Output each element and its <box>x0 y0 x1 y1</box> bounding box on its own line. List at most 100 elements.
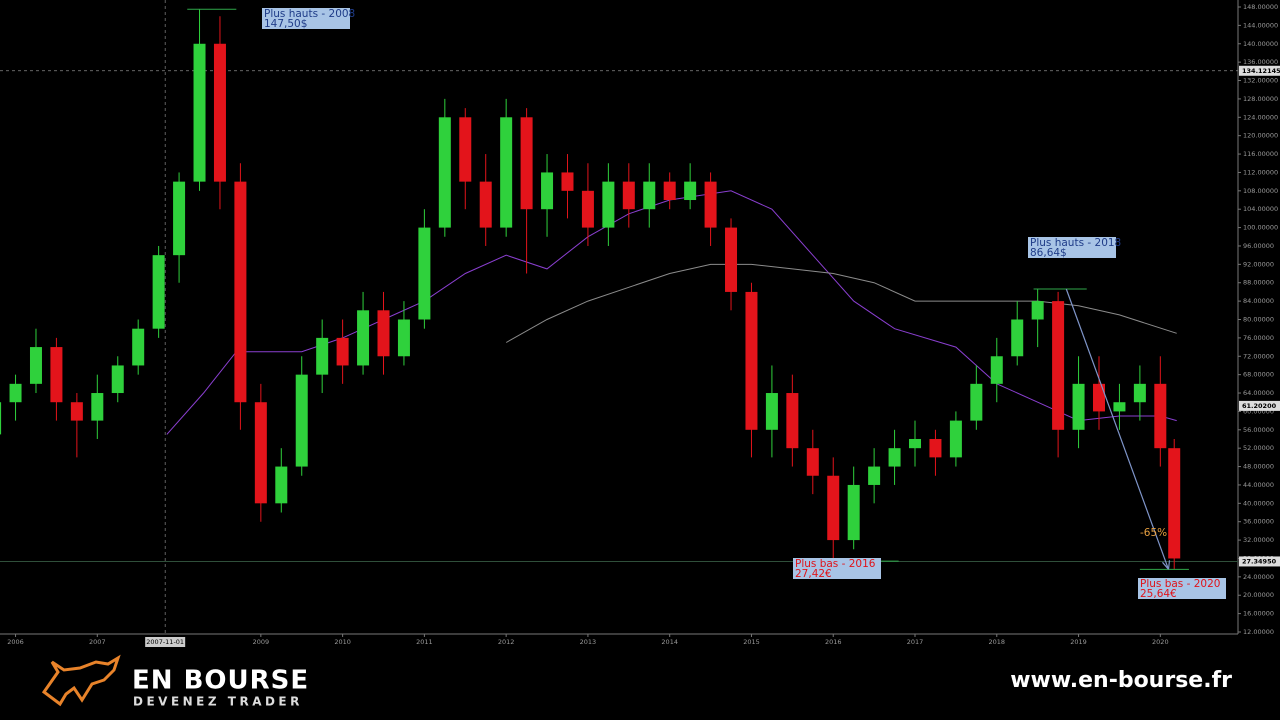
candle-body <box>1133 383 1146 403</box>
y-tick-label: 84.00000 <box>1243 297 1274 305</box>
x-tick-label: 2011 <box>416 638 433 646</box>
y-tick-label: 56.00000 <box>1243 426 1274 434</box>
y-tick-label: 24.00000 <box>1243 573 1274 581</box>
candle-body <box>316 337 329 375</box>
annotation-price: 25,64€ <box>1140 588 1177 600</box>
candle-body <box>520 117 533 210</box>
moving-average <box>505 263 1177 343</box>
tagline: DEVENEZ TRADER <box>133 695 303 709</box>
candle-body <box>397 319 410 357</box>
candle-body <box>929 438 942 458</box>
x-tick-label: 2014 <box>661 638 678 646</box>
price-label: 134.12145 <box>1242 67 1280 75</box>
candle-body <box>643 181 656 210</box>
arrow-head <box>1162 560 1171 570</box>
y-tick-label: 136.00000 <box>1243 58 1278 66</box>
candle-body <box>602 181 615 228</box>
y-tick-label: 32.00000 <box>1243 536 1274 544</box>
candle-body <box>459 117 472 182</box>
bull-icon <box>41 654 121 707</box>
decline-arrow <box>1065 288 1170 570</box>
candle-body <box>1011 319 1024 357</box>
candle-body <box>152 255 165 329</box>
x-tick-label: 2013 <box>580 638 597 646</box>
y-tick-label: 144.00000 <box>1243 21 1278 29</box>
candle-body <box>234 181 247 403</box>
candle-body <box>1072 383 1085 430</box>
y-tick-label: 52.00000 <box>1243 444 1274 452</box>
y-tick-label: 36.00000 <box>1243 518 1274 526</box>
candle-body <box>295 374 308 467</box>
x-tick-label: 2020 <box>1152 638 1169 646</box>
change-label: -65% <box>1140 527 1167 539</box>
candle-body <box>357 310 370 366</box>
x-tick-label: 2009 <box>253 638 270 646</box>
candle-body <box>0 402 2 435</box>
annotation-box <box>1028 237 1116 258</box>
y-tick-label: 72.00000 <box>1243 352 1274 360</box>
website: www.en-bourse.fr <box>1010 668 1232 693</box>
y-tick-label: 40.00000 <box>1243 499 1274 507</box>
annotation-title: Plus hauts - 2018 <box>1030 237 1121 249</box>
candle-body <box>132 328 145 366</box>
candle-body <box>50 347 63 403</box>
x-tick-label: 2018 <box>989 638 1006 646</box>
y-tick-label: 20.00000 <box>1243 591 1274 599</box>
candle-body <box>581 190 594 228</box>
y-tick-label: 100.00000 <box>1243 224 1278 232</box>
annotation-price: 147,50$ <box>264 18 307 30</box>
candle-body <box>888 448 901 467</box>
candle-body <box>111 365 124 394</box>
y-tick-label: 140.00000 <box>1243 40 1278 48</box>
y-tick-label: 44.00000 <box>1243 481 1274 489</box>
x-tick-label: 2016 <box>825 638 842 646</box>
candle-body <box>786 393 799 449</box>
candle-body <box>847 484 860 541</box>
candle-body <box>990 356 1003 384</box>
candle-body <box>500 117 513 228</box>
y-tick-label: 48.00000 <box>1243 463 1274 471</box>
candle-body <box>561 172 574 191</box>
price-label-bg <box>1239 556 1280 567</box>
annotation-title: Plus bas - 2020 <box>1140 578 1220 590</box>
candle-body <box>970 383 983 421</box>
candle-body <box>377 310 390 357</box>
plot <box>0 0 1238 634</box>
y-tick-label: 132.00000 <box>1243 77 1278 85</box>
candle-body <box>909 438 922 449</box>
price-label: 61.20200 <box>1242 402 1277 410</box>
candle-body <box>418 227 431 320</box>
x-tick-label: 2007 <box>89 638 106 646</box>
y-tick-label: 88.00000 <box>1243 279 1274 287</box>
y-tick-label: 104.00000 <box>1243 205 1278 213</box>
candle-body <box>91 393 104 421</box>
candle-body <box>704 181 717 228</box>
candle-body <box>9 383 22 403</box>
candle-body <box>1113 402 1126 412</box>
candle-body <box>684 181 697 201</box>
x-tick-label: 2012 <box>498 638 515 646</box>
y-tick-label: 120.00000 <box>1243 132 1278 140</box>
x-tick-label: 2006 <box>7 638 24 646</box>
annotation-title: Plus hauts - 2008 <box>264 8 355 20</box>
x-tick-label: 2017 <box>907 638 924 646</box>
y-tick-label: 80.00000 <box>1243 316 1274 324</box>
candle-body <box>173 181 186 256</box>
candle-body <box>29 347 42 384</box>
y-tick-label: 112.00000 <box>1243 168 1278 176</box>
y-tick-label: 128.00000 <box>1243 95 1278 103</box>
y-tick-label: 68.00000 <box>1243 371 1274 379</box>
candle-body <box>275 466 288 504</box>
price-label-bg <box>1239 400 1280 411</box>
y-tick-label: 76.00000 <box>1243 334 1274 342</box>
candle-body <box>1092 383 1105 412</box>
y-tick-label: 116.00000 <box>1243 150 1278 158</box>
annotation-box <box>793 558 881 579</box>
x-tick-label: 2019 <box>1070 638 1087 646</box>
candle-body <box>622 181 635 210</box>
candle-body <box>336 337 349 366</box>
candle-body <box>1031 301 1044 320</box>
